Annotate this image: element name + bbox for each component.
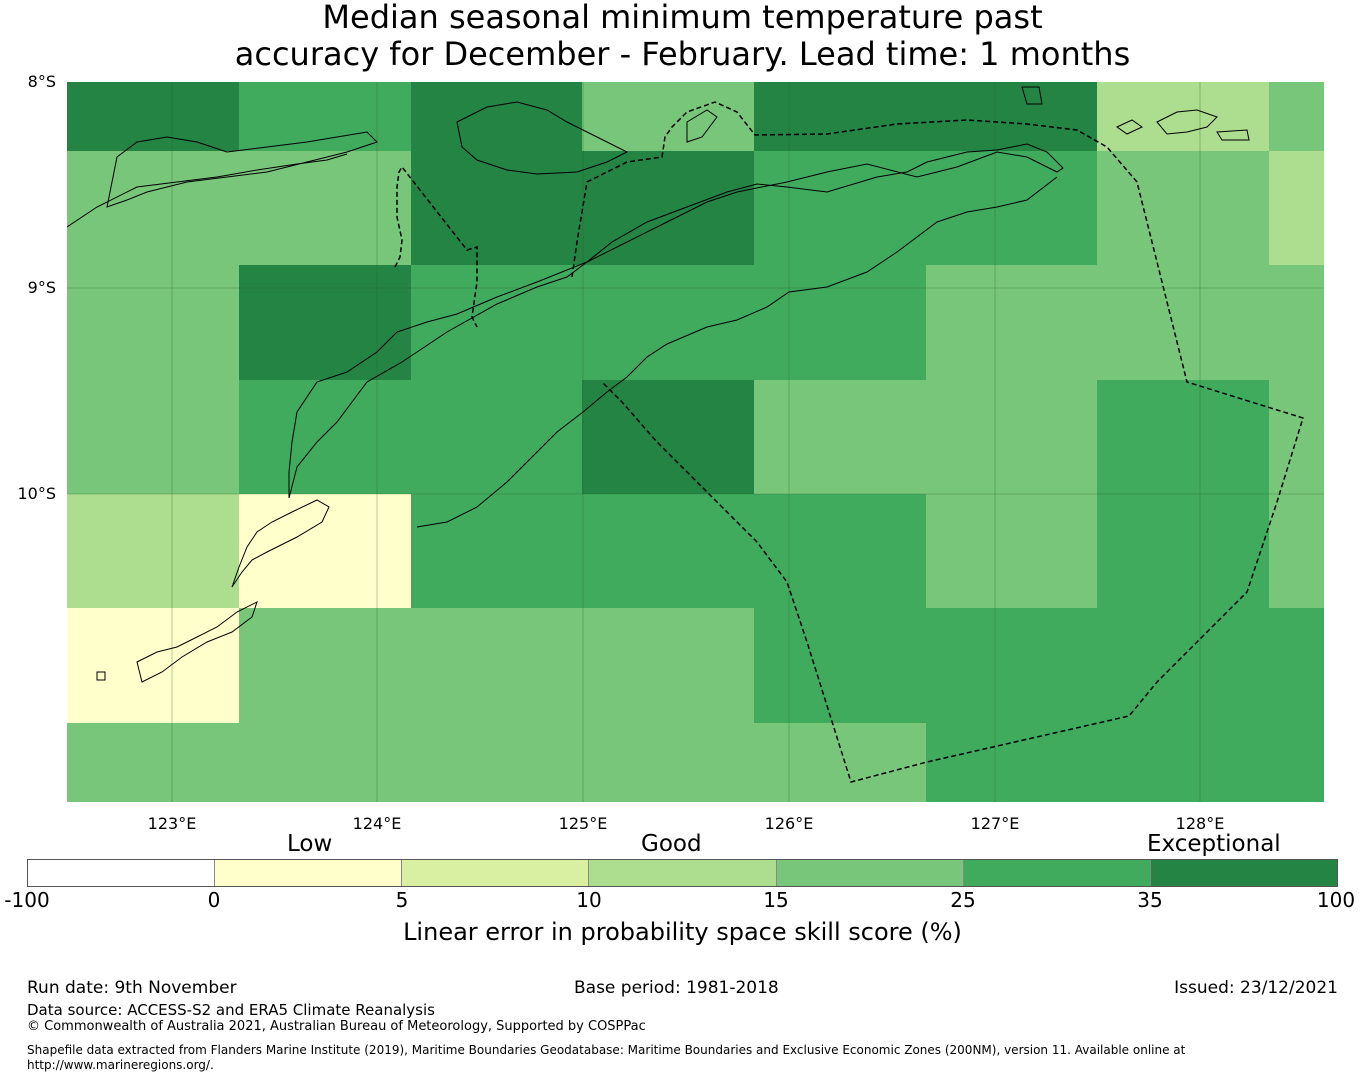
skill-cell: [1097, 608, 1269, 723]
colorbar-segment: [776, 860, 964, 886]
skill-cell: [582, 494, 754, 608]
colorbar-tick: 25: [950, 888, 976, 912]
lon-label-125e: 125°E: [558, 814, 608, 833]
legend-category-exceptional: Exceptional: [1147, 831, 1281, 857]
skill-cell: [239, 380, 411, 494]
chart-title-line1: Median seasonal minimum temperature past: [322, 0, 1043, 36]
colorbar: [27, 859, 1338, 887]
skill-cell: [754, 265, 926, 380]
skill-cell: [926, 723, 1097, 802]
skill-cell: [1097, 494, 1269, 608]
skill-cell: [926, 265, 1097, 380]
skill-cell: [411, 380, 582, 494]
colorbar-segment: [28, 860, 216, 886]
legend-category-low: Low: [287, 831, 333, 857]
colorbar-segment: [589, 860, 777, 886]
skill-cell: [239, 151, 411, 265]
skill-cell: [754, 380, 926, 494]
skill-cell: [754, 608, 926, 723]
lat-label-10s: 10°S: [17, 484, 56, 503]
skill-cell: [239, 608, 411, 723]
skill-cell: [754, 723, 926, 802]
skill-cell: [239, 265, 411, 380]
skill-cell: [1097, 723, 1269, 802]
shapefile-credit-line2: http://www.marineregions.org/.: [27, 1058, 214, 1072]
colorbar-tick: 100: [1316, 888, 1356, 912]
maritime-boundary: [394, 101, 1304, 783]
skill-cell: [67, 723, 239, 802]
coastline: [67, 86, 1250, 683]
skill-cell: [239, 723, 411, 802]
run-date: Run date: 9th November: [27, 978, 237, 998]
skill-cell: [67, 608, 239, 723]
colorbar-tick: 15: [763, 888, 789, 912]
skill-cell: [1097, 265, 1269, 380]
data-source: Data source: ACCESS-S2 and ERA5 Climate …: [27, 1001, 435, 1019]
map-overlay: [67, 82, 1324, 802]
skill-cell: [1269, 82, 1324, 151]
skill-cell: [411, 265, 582, 380]
skill-cell: [582, 723, 754, 802]
lon-label-128e: 128°E: [1175, 814, 1225, 833]
chart-title-line2: accuracy for December - February. Lead t…: [234, 35, 1131, 73]
colorbar-segment: [215, 860, 403, 886]
skill-cell: [754, 82, 926, 151]
skill-cell: [926, 380, 1097, 494]
legend-category-good: Good: [641, 831, 702, 857]
lat-label-9s: 9°S: [27, 278, 56, 297]
skill-cell: [1269, 608, 1324, 723]
skill-cell: [1269, 723, 1324, 802]
graticule: [67, 82, 1324, 802]
lon-label-123e: 123°E: [147, 814, 197, 833]
skill-cell: [411, 151, 582, 265]
skill-cell: [411, 494, 582, 608]
skill-cell: [926, 82, 1097, 151]
colorbar-tick: 0: [207, 888, 221, 912]
skill-cell: [239, 494, 411, 608]
skill-cell: [582, 608, 754, 723]
lon-label-126e: 126°E: [764, 814, 814, 833]
skill-cell: [67, 380, 239, 494]
skill-map: [67, 82, 1324, 802]
skill-cell: [1269, 494, 1324, 608]
colorbar-segment: [1150, 860, 1337, 886]
skill-cell: [1097, 151, 1269, 265]
colorbar-segment: [963, 860, 1151, 886]
colorbar-tick: 35: [1137, 888, 1163, 912]
lat-label-8s: 8°S: [27, 72, 56, 91]
skill-cell: [582, 82, 754, 151]
lon-label-124e: 124°E: [352, 814, 402, 833]
skill-cell: [67, 494, 239, 608]
skill-cell: [1269, 151, 1324, 265]
skill-cell: [926, 608, 1097, 723]
colorbar-tick: -100: [4, 888, 50, 912]
base-period: Base period: 1981-2018: [574, 978, 779, 998]
colorbar-segment: [402, 860, 590, 886]
colorbar-tick: 5: [395, 888, 409, 912]
skill-cell: [1269, 265, 1324, 380]
lon-label-127e: 127°E: [970, 814, 1020, 833]
skill-cell: [582, 380, 754, 494]
skill-cell: [754, 151, 926, 265]
shapefile-credit-line1: Shapefile data extracted from Flanders M…: [27, 1043, 1186, 1057]
skill-cell: [411, 82, 582, 151]
colorbar-tick: 10: [576, 888, 602, 912]
copyright: © Commonwealth of Australia 2021, Austra…: [27, 1019, 646, 1034]
skill-cell: [67, 265, 239, 380]
skill-cell: [411, 723, 582, 802]
colorbar-label: Linear error in probability space skill …: [403, 918, 962, 946]
skill-cell: [754, 494, 926, 608]
skill-cell: [411, 608, 582, 723]
issued-date: Issued: 23/12/2021: [1174, 978, 1338, 998]
skill-cell: [926, 151, 1097, 265]
skill-cell: [926, 494, 1097, 608]
